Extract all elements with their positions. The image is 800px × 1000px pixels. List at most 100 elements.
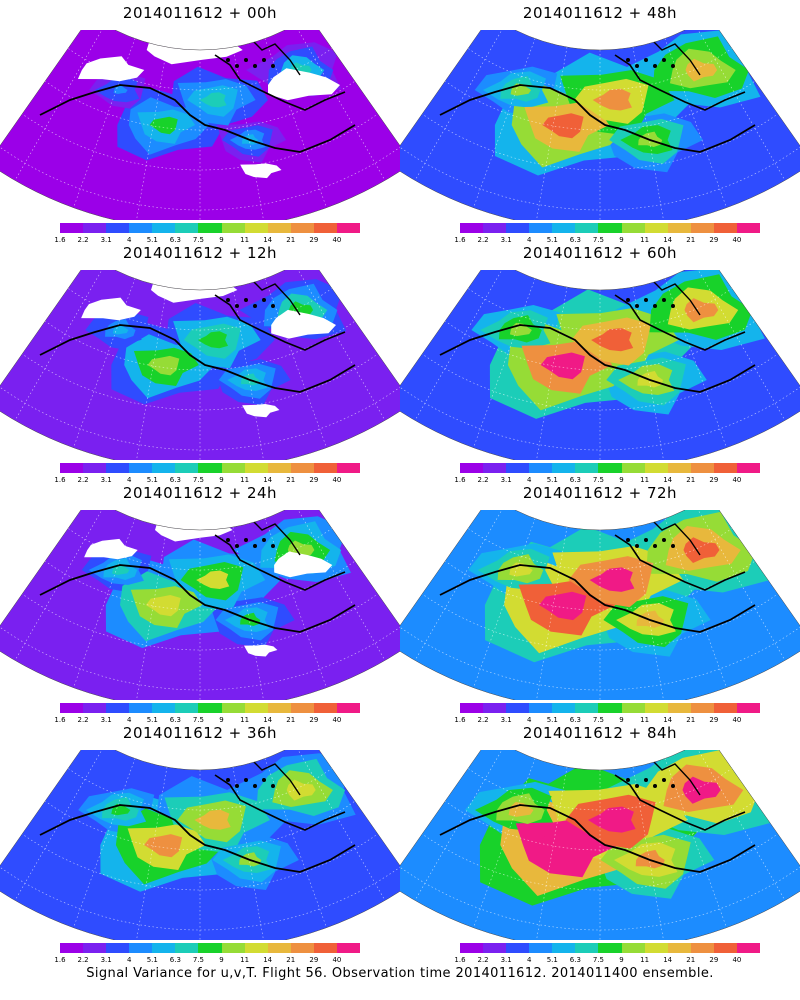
colorbar [460,463,761,473]
colorbar-label: 3.1 [500,956,512,964]
panel-title: 2014011612 + 36h [122,724,278,742]
colorbar-label: 7.5 [192,236,205,244]
colorbar-swatch [152,703,176,713]
colorbar-swatch [198,223,222,233]
forecast-panel: 2014011612 + 72h 1.6 2.2 3.1 4 5.1 6.3 7.5 9 11 14… [400,480,800,724]
colorbar-label: 1.6 [454,956,466,964]
colorbar-label: 4 [126,956,132,964]
colorbar-swatch [483,943,507,953]
colorbar-label: 5.1 [546,236,558,244]
colorbar-label: 21 [286,956,296,964]
panel-title: 2014011612 + 12h [122,244,278,262]
colorbar-label: 21 [286,476,296,484]
colorbar-label: 2.2 [477,716,489,724]
panel-title: 2014011612 + 48h [522,4,678,22]
colorbar-swatch [460,223,484,233]
variance-map [0,30,400,220]
colorbar-swatch [267,943,291,953]
colorbar [460,703,761,713]
colorbar-swatch [506,223,530,233]
colorbar-swatch [83,703,107,713]
colorbar-label: 7.5 [192,716,205,724]
colorbar-swatch [290,463,314,473]
colorbar-swatch [644,943,668,953]
colorbar-label: 9 [219,236,224,244]
colorbar-label: 1.6 [54,236,66,244]
colorbar-swatch [221,463,245,473]
colorbar-swatch [736,463,761,473]
colorbar-label: 7.5 [592,956,605,964]
colorbar-swatch [644,703,668,713]
colorbar-swatch [336,703,361,713]
colorbar-swatch [667,943,691,953]
colorbar-label: 9 [619,236,624,244]
colorbar-swatch [621,943,645,953]
colorbar-swatch [244,463,268,473]
colorbar-label: 21 [286,716,296,724]
colorbar-label: 40 [332,236,342,244]
colorbar-label: 7.5 [592,236,605,244]
colorbar-label: 11 [640,236,650,244]
colorbar-label: 3.1 [500,476,512,484]
colorbar [60,223,361,233]
colorbar-labels: 1.6 2.2 3.1 4 5.1 6.3 7.5 9 11 14 21 29 40 [454,476,760,485]
colorbar-label: 29 [709,716,719,724]
colorbar-swatch [483,223,507,233]
colorbar-label: 2.2 [77,716,89,724]
colorbar-swatch [106,943,130,953]
colorbar-swatch [506,463,530,473]
colorbar-label: 40 [732,476,742,484]
colorbar-label: 7.5 [192,476,205,484]
colorbar-swatch [667,703,691,713]
colorbar-swatch [221,703,245,713]
colorbar-swatch [175,943,199,953]
colorbar-labels: 1.6 2.2 3.1 4 5.1 6.3 7.5 9 11 14 21 29 40 [54,236,360,245]
figure-caption: Signal Variance for u,v,T. Flight 56. Ob… [86,966,714,981]
panel-title: 2014011612 + 60h [522,244,678,262]
colorbar-swatch [529,223,553,233]
colorbar-swatch [460,703,484,713]
colorbar-label: 3.1 [100,236,112,244]
colorbar-label: 40 [332,716,342,724]
colorbar-label: 11 [640,716,650,724]
colorbar-label: 14 [263,956,273,964]
colorbar-label: 1.6 [54,956,66,964]
colorbar-label: 11 [240,476,250,484]
colorbar-label: 14 [663,476,673,484]
colorbar-swatch [60,223,84,233]
colorbar-label: 21 [286,236,296,244]
colorbar-swatch [460,943,484,953]
colorbar-label: 4 [126,476,132,484]
colorbar [460,223,761,233]
variance-map [0,270,400,460]
colorbar-label: 11 [640,956,650,964]
colorbar-swatch [290,223,314,233]
colorbar-swatch [690,703,714,713]
colorbar-label: 1.6 [54,476,66,484]
colorbar-label: 4 [526,476,532,484]
colorbar-label: 14 [263,476,273,484]
colorbar-label: 9 [619,956,624,964]
panel-title: 2014011612 + 24h [122,484,278,502]
colorbar-label: 2.2 [77,236,89,244]
panel-title: 2014011612 + 72h [522,484,678,502]
variance-map [0,750,400,940]
colorbar-swatch [690,223,714,233]
colorbar-swatch [575,943,599,953]
colorbar-label: 11 [240,236,250,244]
colorbar-label: 14 [263,716,273,724]
variance-map [0,510,400,700]
colorbar-swatch [667,223,691,233]
colorbar-label: 7.5 [592,716,605,724]
colorbar [60,943,361,953]
colorbar-label: 4 [526,716,532,724]
colorbar-label: 2.2 [477,956,489,964]
colorbar-swatch [313,223,337,233]
colorbar-label: 2.2 [477,476,489,484]
colorbar-label: 2.2 [77,956,89,964]
colorbar-swatch [483,703,507,713]
colorbar-swatch [621,463,645,473]
forecast-panel: 2014011612 + 24h 1.6 2.2 3.1 4 5.1 6.3 7.5 9 11 14… [0,480,400,724]
colorbar-swatch [290,943,314,953]
colorbar-label: 5.1 [146,956,158,964]
